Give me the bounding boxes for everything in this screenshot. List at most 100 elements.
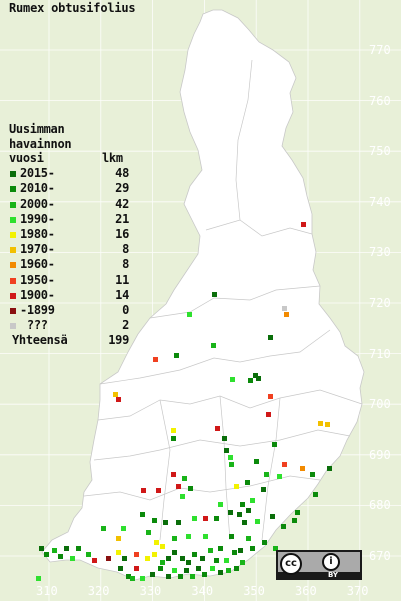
y-axis-label: 690	[369, 447, 391, 462]
x-axis-label: 320	[87, 584, 110, 598]
observation-square	[166, 556, 171, 561]
legend-row-label: 1960-	[20, 257, 55, 272]
observation-square	[215, 426, 220, 431]
observation-square	[253, 373, 258, 378]
observation-square	[122, 556, 127, 561]
observation-square	[152, 552, 157, 557]
legend-row-label: 1970-	[20, 242, 55, 257]
observation-square	[224, 558, 229, 563]
observation-square	[121, 526, 126, 531]
observation-square	[229, 534, 234, 539]
observation-square	[101, 526, 106, 531]
observation-square	[130, 576, 135, 581]
observation-square	[174, 353, 179, 358]
observation-square	[158, 566, 163, 571]
legend-swatch	[10, 277, 16, 284]
observation-square	[190, 574, 195, 579]
legend-swatch	[10, 323, 16, 330]
x-axis-label: 340	[191, 584, 214, 598]
observation-square	[76, 546, 81, 551]
observation-square	[211, 343, 216, 348]
observation-square	[250, 498, 255, 503]
observation-square	[166, 574, 171, 579]
cc-icon: cc	[280, 553, 302, 575]
observation-square	[210, 566, 215, 571]
observation-square	[184, 568, 189, 573]
observation-square	[140, 576, 145, 581]
observation-square	[52, 548, 57, 553]
legend-row-count: 42	[115, 196, 129, 211]
legend-row-count: 29	[115, 181, 129, 196]
observation-square	[238, 548, 243, 553]
legend-row-label: 2010-	[20, 181, 55, 196]
observation-square	[327, 466, 332, 471]
observation-square	[268, 335, 273, 340]
observation-square	[313, 492, 318, 497]
observation-square	[234, 566, 239, 571]
x-axis-label: 360	[295, 584, 317, 598]
observation-square	[261, 487, 266, 492]
legend-row-label: 1950-	[20, 272, 55, 287]
legend-col-count: lkm	[102, 151, 123, 165]
observation-square	[182, 476, 187, 481]
legend-row-label: -1899	[20, 302, 55, 317]
y-axis-label: 710	[369, 346, 391, 361]
observation-square	[187, 312, 192, 317]
legend-header-1: Uusimman	[9, 122, 65, 136]
legend-swatch	[10, 186, 16, 193]
observation-square	[282, 306, 287, 311]
observation-square	[152, 518, 157, 523]
observation-square	[140, 512, 145, 517]
observation-square	[270, 514, 275, 519]
observation-square	[116, 550, 121, 555]
cc-by-badge[interactable]: cc i BY	[276, 550, 362, 580]
observation-square	[141, 488, 146, 493]
legend-column-headers: vuosi lkm	[9, 151, 123, 166]
legend-row: 1990- 21	[9, 212, 129, 227]
legend-swatch	[10, 216, 16, 223]
observation-square	[240, 560, 245, 565]
legend-row: 1960- 8	[9, 257, 129, 272]
observation-square	[301, 222, 306, 227]
legend-row-count: 0	[122, 302, 129, 317]
observation-square	[106, 556, 111, 561]
observation-square	[256, 376, 261, 381]
y-axis-label: 670	[369, 549, 391, 563]
observation-square	[200, 556, 205, 561]
observation-square	[230, 377, 235, 382]
legend-total-count: 199	[108, 333, 129, 348]
observation-square	[228, 510, 233, 515]
observation-square	[273, 546, 278, 551]
legend-row: -1899 0	[9, 302, 129, 318]
observation-square	[146, 530, 151, 535]
legend-swatch	[10, 262, 16, 269]
observation-square	[246, 536, 251, 541]
observation-square	[218, 502, 223, 507]
y-axis-label: 680	[369, 498, 391, 513]
observation-square	[186, 534, 191, 539]
observation-square	[224, 448, 229, 453]
observation-square	[171, 436, 176, 441]
legend-row-label: ???	[20, 318, 48, 333]
observation-square	[118, 566, 123, 571]
observation-square	[246, 508, 251, 513]
legend-header-2: havainnon	[9, 136, 72, 151]
observation-square	[86, 552, 91, 557]
region-borders	[83, 59, 363, 541]
x-axis-label: 350	[243, 584, 265, 598]
observation-square	[196, 566, 201, 571]
observation-square	[163, 520, 168, 525]
x-axis-label: 370	[346, 584, 369, 598]
x-axis-label: 330	[139, 584, 162, 598]
legend-row-count: 8	[122, 242, 129, 257]
observation-square	[39, 546, 44, 551]
y-axis-label: 700	[369, 397, 391, 412]
observation-square	[172, 536, 177, 541]
legend-row-label: 1980-	[20, 226, 55, 241]
observation-square	[325, 422, 330, 427]
observation-square	[160, 560, 165, 565]
observation-square	[176, 520, 181, 525]
observation-square	[171, 428, 176, 433]
observation-square	[292, 518, 297, 523]
observation-square	[229, 462, 234, 467]
